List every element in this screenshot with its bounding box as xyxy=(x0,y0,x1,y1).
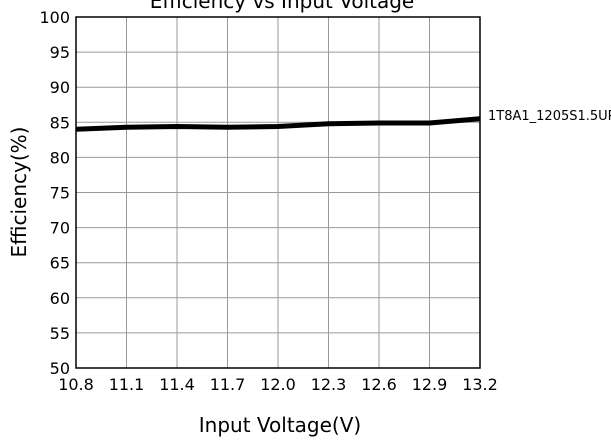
plot-border xyxy=(75,16,481,369)
y-tick-label: 60 xyxy=(50,289,70,308)
y-tick-label: 90 xyxy=(50,78,70,97)
x-tick-label: 12.6 xyxy=(361,375,397,394)
x-tick-label: 10.8 xyxy=(58,375,94,394)
plot-frame xyxy=(75,16,481,369)
y-tick-labels: 50 55 60 65 70 75 80 85 90 95 100 xyxy=(39,8,70,378)
x-tick-labels: 10.8 11.1 11.4 11.7 12.0 12.3 12.6 12.9 13.2 xyxy=(58,375,498,394)
series-line xyxy=(75,116,481,132)
y-tick-label: 75 xyxy=(50,184,70,203)
y-tick-label: 50 xyxy=(50,359,70,378)
y-tick-label: 85 xyxy=(50,113,70,132)
y-tick-label: 80 xyxy=(50,148,70,167)
x-tick-label: 12.9 xyxy=(412,375,448,394)
y-tick-label: 100 xyxy=(39,8,70,27)
y-tick-label: 65 xyxy=(50,254,70,273)
x-tick-label: 12.0 xyxy=(260,375,296,394)
x-tick-label: 12.3 xyxy=(311,375,347,394)
grid-lines xyxy=(76,17,480,368)
y-tick-label: 55 xyxy=(50,324,70,343)
y-tick-label: 95 xyxy=(50,43,70,62)
y-tick-label: 70 xyxy=(50,219,70,238)
x-tick-label: 13.2 xyxy=(462,375,498,394)
series-label: 1T8A1_1205S1.5UP xyxy=(488,109,611,124)
x-tick-label: 11.1 xyxy=(109,375,145,394)
x-tick-label: 11.7 xyxy=(210,375,246,394)
x-tick-label: 11.4 xyxy=(159,375,195,394)
series-labels: 1T8A1_1205S1.5UP xyxy=(488,109,611,124)
chart-title: Efficiency vs Input Voltage xyxy=(150,0,414,13)
x-axis-label: Input Voltage(V) xyxy=(199,413,361,437)
series-lines xyxy=(75,116,481,132)
y-axis-label: Efficiency(%) xyxy=(7,127,31,258)
